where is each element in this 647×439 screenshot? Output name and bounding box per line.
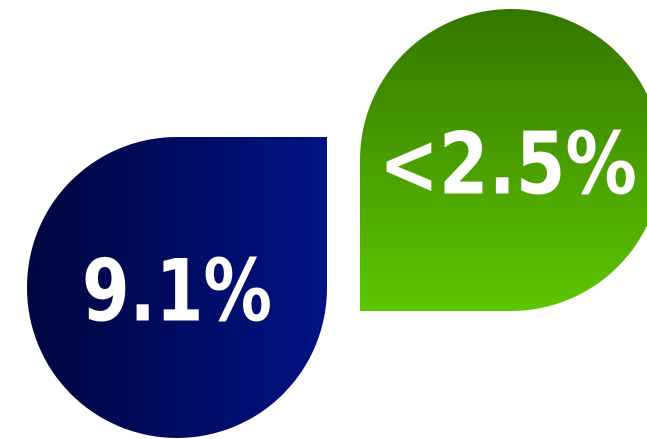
badge-label: <2.5% (379, 114, 637, 214)
blue-drop (26, 136, 327, 438)
badge-label: 9.1% (82, 241, 272, 341)
green-drop (360, 9, 647, 311)
